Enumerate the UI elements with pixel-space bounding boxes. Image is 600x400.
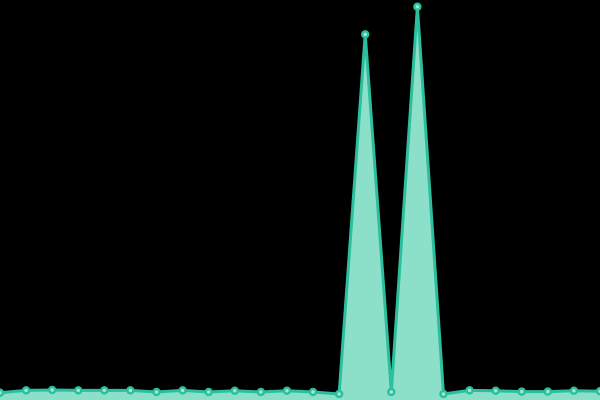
data-point-marker [360, 30, 370, 39]
data-point-marker [334, 389, 344, 399]
data-point-marker [387, 387, 396, 397]
data-point-marker [517, 387, 526, 396]
data-point-marker [47, 385, 57, 395]
data-point-marker [569, 386, 579, 396]
data-point-marker [439, 389, 448, 399]
data-point-marker [178, 386, 187, 395]
data-point-marker [21, 386, 31, 395]
data-point-marker [74, 386, 83, 395]
data-point-marker [491, 386, 500, 396]
data-point-marker [204, 387, 213, 397]
data-point-marker [413, 2, 422, 12]
data-point-marker [465, 386, 474, 395]
data-point-marker [152, 387, 161, 397]
data-point-marker [308, 387, 318, 397]
data-point-marker [282, 386, 292, 396]
data-point-marker [126, 386, 135, 395]
data-point-marker [543, 387, 553, 396]
data-point-marker [595, 386, 600, 396]
data-point-marker [256, 387, 266, 397]
area-fill [0, 6, 600, 400]
series-line [0, 5, 600, 396]
data-point-marker [0, 388, 5, 398]
data-point-marker [230, 386, 240, 396]
data-point-marker [100, 386, 109, 395]
